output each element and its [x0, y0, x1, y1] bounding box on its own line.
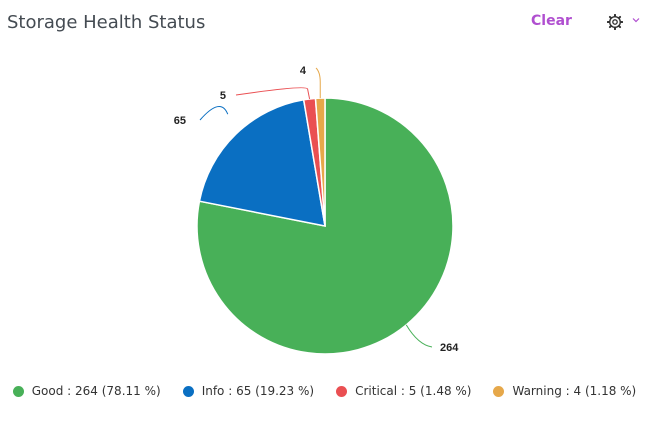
pie-chart: 264 65 5 4: [174, 65, 459, 355]
leader-line-critical: [235, 87, 311, 100]
legend-marker: [182, 385, 194, 397]
chevron-down-icon[interactable]: [632, 16, 640, 24]
page-title: Storage Health Status: [7, 12, 206, 33]
panel-header: Storage Health Status Clear: [0, 0, 649, 44]
clear-button[interactable]: Clear: [531, 13, 572, 29]
legend-item-info[interactable]: Info : 65 (19.23 %): [182, 380, 315, 402]
data-label-warning: 4: [300, 65, 307, 77]
leader-line-warning: [315, 67, 321, 99]
leader-line-good: [405, 324, 433, 348]
data-label-critical: 5: [220, 90, 226, 102]
legend-marker: [493, 385, 505, 397]
gear-icon[interactable]: [607, 14, 623, 30]
legend-label: Warning : 4 (1.18 %): [512, 384, 637, 398]
leader-line-info: [199, 106, 229, 121]
legend-marker: [12, 385, 24, 397]
data-label-info: 65: [174, 115, 186, 127]
legend-label: Critical : 5 (1.48 %): [355, 384, 472, 398]
chart-legend: Good : 264 (78.11 %) Info : 65 (19.23 %) C…: [0, 380, 649, 402]
data-label-good: 264: [440, 342, 459, 354]
legend-item-good[interactable]: Good : 264 (78.11 %): [12, 380, 161, 402]
legend-item-warning[interactable]: Warning : 4 (1.18 %): [493, 380, 636, 402]
legend-item-critical[interactable]: Critical : 5 (1.48 %): [336, 380, 471, 402]
pie-slice-info[interactable]: [198, 98, 326, 227]
legend-marker: [336, 385, 348, 397]
legend-label: Info : 65 (19.23 %): [201, 384, 315, 398]
legend-label: Good : 264 (78.11 %): [31, 384, 161, 398]
